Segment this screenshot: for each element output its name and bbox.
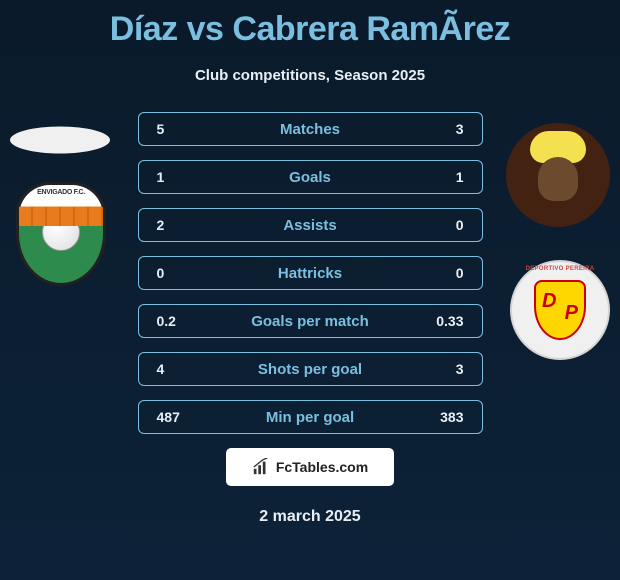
stat-row: 4 Shots per goal 3 — [138, 352, 483, 386]
stat-left-value: 487 — [157, 409, 197, 425]
stat-right-value: 3 — [424, 361, 464, 377]
player-right-avatar — [506, 123, 610, 227]
stat-right-value: 0.33 — [424, 313, 464, 329]
footer-date: 2 march 2025 — [0, 508, 620, 526]
club-crest-right: DEPORTIVO PEREIRA — [510, 260, 610, 360]
stat-row: 1 Goals 1 — [138, 160, 483, 194]
stat-row: 0.2 Goals per match 0.33 — [138, 304, 483, 338]
stat-row: 487 Min per goal 383 — [138, 400, 483, 434]
stat-row: 2 Assists 0 — [138, 208, 483, 242]
club-crest-left — [5, 178, 117, 290]
envigado-shield-icon — [16, 182, 106, 286]
stat-right-value: 1 — [424, 169, 464, 185]
stat-row: 5 Matches 3 — [138, 112, 483, 146]
brand-link[interactable]: FcTables.com — [226, 448, 394, 486]
subtitle: Club competitions, Season 2025 — [0, 67, 620, 84]
stat-left-value: 0.2 — [157, 313, 197, 329]
stat-right-value: 383 — [424, 409, 464, 425]
stat-label: Min per goal — [266, 409, 354, 426]
page-title: Díaz vs Cabrera RamÃ­rez — [0, 0, 620, 49]
stat-label: Assists — [283, 217, 336, 234]
brand-text: FcTables.com — [276, 459, 368, 475]
stat-label: Goals — [289, 169, 331, 186]
stats-container: 5 Matches 3 1 Goals 1 2 Assists 0 0 Hatt… — [138, 112, 483, 434]
stat-right-value: 3 — [424, 121, 464, 137]
stat-row: 0 Hattricks 0 — [138, 256, 483, 290]
stat-label: Matches — [280, 121, 340, 138]
stat-left-value: 2 — [157, 217, 197, 233]
stat-left-value: 5 — [157, 121, 197, 137]
stat-left-value: 0 — [157, 265, 197, 281]
stat-right-value: 0 — [424, 265, 464, 281]
stat-left-value: 4 — [157, 361, 197, 377]
chart-icon — [252, 458, 270, 476]
stat-label: Shots per goal — [258, 361, 362, 378]
stat-left-value: 1 — [157, 169, 197, 185]
stat-label: Goals per match — [251, 313, 369, 330]
stat-right-value: 0 — [424, 217, 464, 233]
stat-label: Hattricks — [278, 265, 342, 282]
player-left-avatar — [10, 127, 110, 154]
ball-icon — [42, 213, 80, 251]
pereira-shield-icon — [534, 280, 586, 340]
pereira-text: DEPORTIVO PEREIRA — [512, 266, 608, 272]
